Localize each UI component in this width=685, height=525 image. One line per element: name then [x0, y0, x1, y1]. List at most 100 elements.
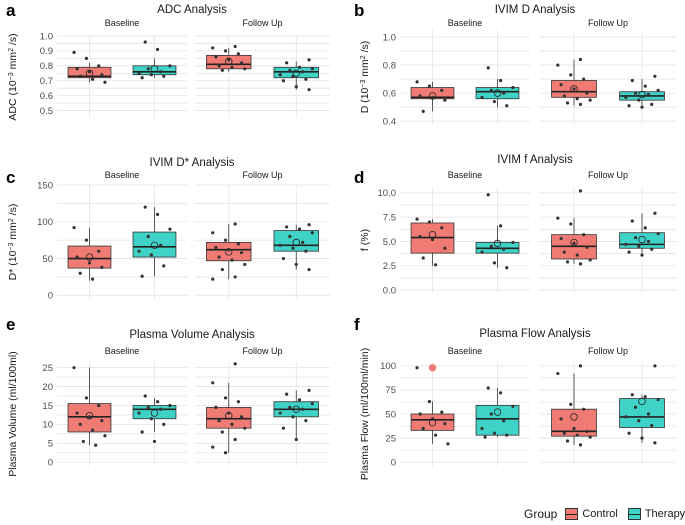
data-point [415, 80, 419, 84]
data-point [492, 99, 497, 104]
data-point [575, 433, 579, 437]
data-point [307, 388, 311, 392]
panel-d: d IVIM f Analysis f (%) Baseline Follow Up 0.… [354, 154, 676, 296]
data-point [75, 411, 79, 415]
box-body [206, 406, 252, 429]
mean-marker [638, 397, 646, 406]
data-point [310, 67, 314, 71]
data-point [291, 246, 295, 250]
data-point [84, 396, 89, 400]
y-tick-label: 20 [42, 382, 53, 393]
data-point [430, 237, 435, 242]
legend-title: Group [524, 507, 558, 521]
data-point [575, 253, 579, 257]
data-point [162, 74, 166, 78]
data-point [656, 397, 660, 402]
data-point [159, 243, 163, 247]
data-point [239, 61, 244, 65]
box-therapy [475, 66, 520, 108]
data-point [588, 258, 592, 262]
data-point [630, 78, 634, 83]
data-point [569, 402, 573, 406]
data-point [285, 225, 289, 229]
data-point [646, 92, 651, 97]
mean-marker [638, 90, 646, 99]
data-point [281, 256, 286, 261]
data-point [643, 84, 647, 88]
data-point [97, 64, 101, 68]
mean-marker [638, 235, 646, 244]
data-point [556, 371, 560, 376]
panel-a: a ADC Analysis ADC (10−3 mm2 /s) Baseline Fo… [6, 1, 330, 121]
data-point [556, 63, 560, 67]
panel-e: e Plasma Volume Analysis Plasma Volume (ml… [6, 315, 330, 477]
data-point [217, 64, 221, 68]
data-point [230, 65, 234, 69]
data-point [427, 399, 432, 404]
data-point [304, 249, 308, 253]
data-point [162, 264, 166, 268]
data-point [146, 234, 150, 239]
box-therapy [273, 223, 319, 272]
data-point [297, 65, 302, 69]
y-tick-label: 0 [391, 457, 396, 468]
facet-b-follow-up: Follow Up [540, 18, 676, 124]
data-point [646, 239, 651, 244]
mean-marker [292, 69, 300, 77]
data-point [149, 417, 154, 421]
data-point [233, 222, 237, 226]
box-therapy [619, 211, 665, 257]
data-point [502, 91, 506, 95]
data-point [492, 431, 497, 435]
data-point [278, 73, 282, 77]
data-point [140, 430, 144, 434]
box-therapy [619, 74, 665, 109]
data-point [656, 232, 660, 236]
legend-key-therapy [627, 508, 641, 520]
mean-marker [150, 409, 159, 417]
y-tick-label: 0.0 [383, 285, 396, 296]
data-point [421, 109, 425, 113]
data-point [433, 263, 438, 267]
data-point [81, 439, 85, 444]
data-point [624, 415, 628, 419]
data-point [233, 275, 237, 279]
facet-e-baseline: Baseline [57, 346, 187, 466]
mean-marker [570, 85, 578, 93]
data-point [310, 402, 314, 406]
panel-label-c: c [6, 168, 15, 187]
data-point [421, 256, 425, 260]
data-point [301, 407, 305, 411]
panel-label-b: b [354, 1, 364, 20]
data-point [239, 415, 244, 419]
box-therapy [273, 58, 319, 92]
data-point [307, 58, 311, 62]
data-point [146, 405, 150, 409]
data-point [230, 422, 234, 426]
mean-marker [292, 405, 300, 413]
box-control [551, 189, 597, 266]
data-point [100, 73, 104, 77]
data-point [220, 267, 224, 272]
data-point [87, 70, 92, 74]
y-tick-label: 25 [42, 363, 53, 374]
panel-title-d: IVIM f Analysis [497, 154, 573, 166]
box-body [619, 398, 665, 428]
box-control [410, 217, 455, 267]
data-point [443, 98, 447, 102]
data-point [633, 235, 638, 240]
legend-label-control: Control [582, 508, 618, 520]
data-point [103, 80, 107, 84]
data-point [155, 400, 160, 404]
data-point [486, 66, 490, 70]
data-point [421, 426, 425, 431]
data-point [443, 246, 447, 250]
data-point [281, 79, 286, 83]
facet-c-baseline: Baseline [57, 170, 187, 299]
data-point [489, 412, 493, 416]
data-point [640, 253, 644, 257]
data-point [217, 419, 221, 423]
mean-marker [428, 230, 437, 239]
facet-d-follow-up: Follow Up [540, 170, 676, 293]
facet-label: Follow Up [242, 18, 282, 28]
